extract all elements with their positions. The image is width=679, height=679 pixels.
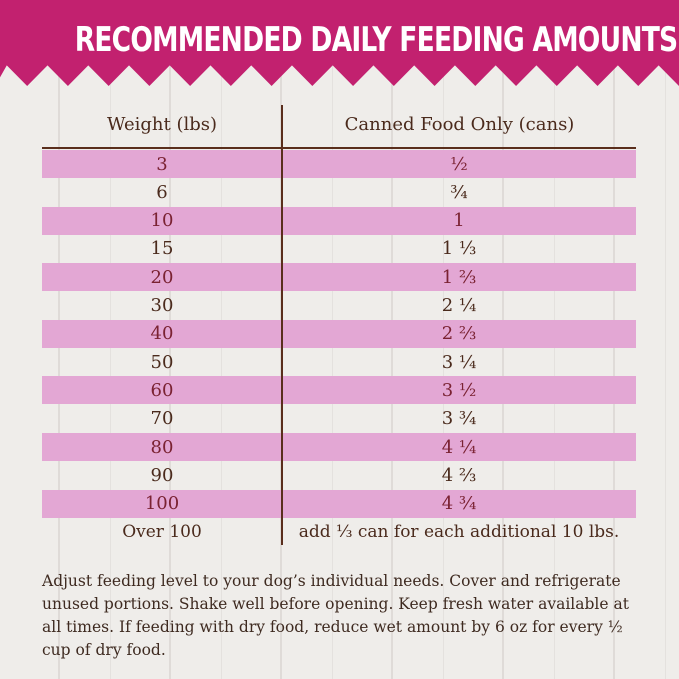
table-row: 20 1 ⅔ bbox=[42, 263, 636, 292]
cans-cell: 3 ¾ bbox=[441, 408, 477, 430]
cans-cell: ¾ bbox=[450, 181, 468, 203]
weight-cell: 90 bbox=[150, 464, 174, 486]
table-row: Over 100 add ⅓ can for each additional 10… bbox=[42, 518, 636, 546]
title-banner bbox=[0, 0, 679, 86]
cans-cell: 1 ⅔ bbox=[441, 266, 477, 288]
table-row: 100 4 ¾ bbox=[42, 489, 636, 518]
header-canned-food: Canned Food Only (cans) bbox=[344, 114, 575, 135]
cans-cell: 1 ⅓ bbox=[441, 238, 477, 260]
weight-cell: 15 bbox=[150, 238, 174, 260]
weight-cell: Over 100 bbox=[122, 521, 202, 542]
table-row: 15 1 ⅓ bbox=[42, 235, 636, 263]
cans-cell: add ⅓ can for each additional 10 lbs. bbox=[298, 521, 620, 542]
cans-cell: 2 ¼ bbox=[441, 295, 477, 316]
cans-cell: 4 ⅔ bbox=[441, 464, 477, 486]
weight-cell: 100 bbox=[144, 493, 180, 515]
weight-cell: 40 bbox=[150, 323, 174, 345]
weight-cell: 30 bbox=[150, 295, 174, 316]
weight-cell: 3 bbox=[156, 153, 168, 175]
table-row: 40 2 ⅔ bbox=[42, 319, 636, 348]
header-weight: Weight (lbs) bbox=[106, 114, 218, 135]
table-row: 50 3 ¼ bbox=[42, 348, 636, 376]
weight-cell: 80 bbox=[150, 436, 174, 458]
table-row: 80 4 ¼ bbox=[42, 433, 636, 461]
header-divider bbox=[42, 147, 636, 149]
cans-cell: 4 ¾ bbox=[441, 493, 477, 515]
cans-cell: 3 ½ bbox=[441, 379, 477, 401]
column-divider bbox=[281, 105, 283, 545]
cans-cell: 1 bbox=[453, 210, 465, 232]
weight-cell: 70 bbox=[150, 408, 174, 430]
weight-cell: 10 bbox=[150, 210, 174, 232]
weight-cell: 6 bbox=[156, 181, 168, 203]
table-row: 60 3 ½ bbox=[42, 376, 636, 405]
weight-cell: 50 bbox=[150, 351, 174, 373]
cans-cell: 2 ⅔ bbox=[441, 323, 477, 345]
table-row: 90 4 ⅔ bbox=[42, 461, 636, 489]
cans-cell: 3 ¼ bbox=[441, 351, 477, 373]
weight-cell: 60 bbox=[150, 379, 174, 401]
table-row: 10 1 bbox=[42, 206, 636, 235]
weight-cell: 20 bbox=[150, 266, 174, 288]
page-title: RECOMMENDED DAILY FEEDING AMOUNTS: bbox=[74, 20, 679, 60]
cans-cell: 4 ¼ bbox=[441, 436, 477, 458]
cans-cell: ½ bbox=[450, 153, 468, 175]
feeding-note: Adjust feeding level to your dog’s indiv… bbox=[42, 572, 629, 659]
table-row: 70 3 ¾ bbox=[42, 405, 636, 433]
table-row: 30 2 ¼ bbox=[42, 292, 636, 320]
